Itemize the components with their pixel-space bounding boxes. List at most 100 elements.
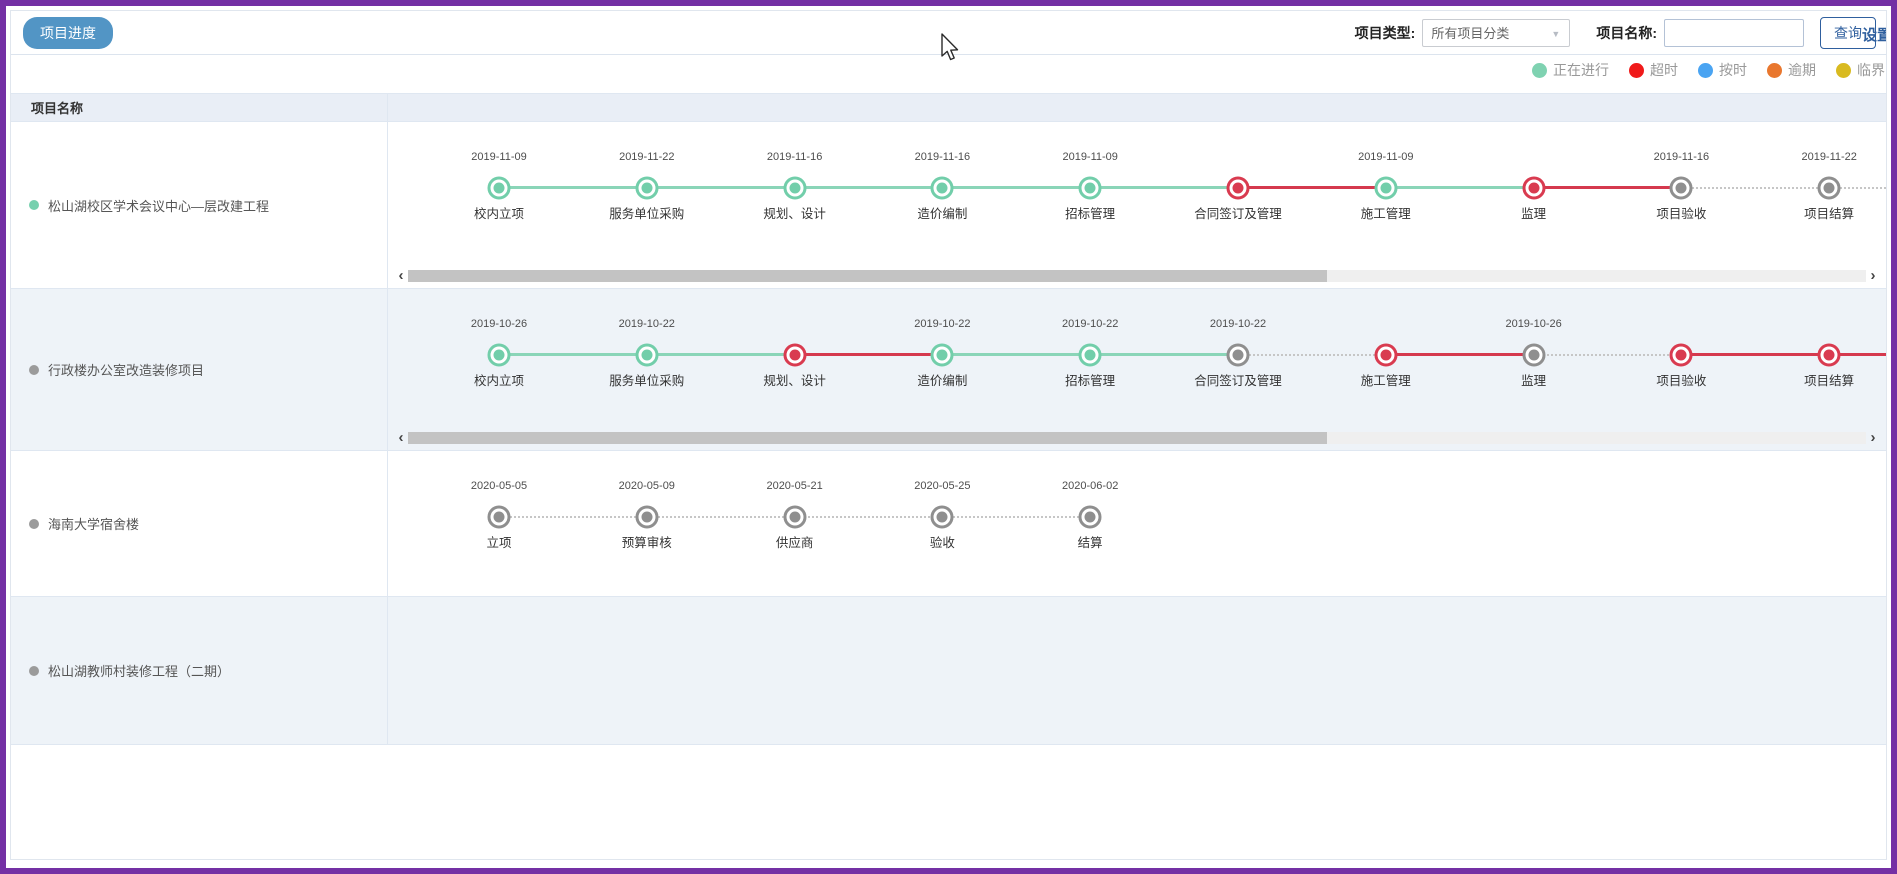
stage-node-pending[interactable] (930, 505, 954, 529)
project-name-input[interactable] (1664, 18, 1804, 47)
stage-node-active[interactable] (783, 176, 807, 200)
stage-node-active[interactable] (930, 176, 954, 200)
timeline-segment (499, 516, 647, 518)
stage-node-core (1232, 182, 1244, 194)
scrollbar-track[interactable] (408, 432, 1866, 444)
stage-date: 2019-10-26 (470, 318, 528, 330)
stage-date: 2019-11-22 (1801, 151, 1857, 163)
stage-node-pending[interactable] (1669, 176, 1693, 200)
timeline-cell: 2019-11-09 校内立项 2019-11-22 服务单位采购 2019-11-16… (388, 122, 1886, 288)
stage-label: 造价编制 (917, 374, 968, 388)
stage-node-overtime[interactable] (1522, 176, 1546, 200)
stage-node-pending[interactable] (1226, 343, 1250, 367)
stage-node-overtime[interactable] (1374, 343, 1398, 367)
stage-node-overtime[interactable] (783, 343, 807, 367)
scroll-left-arrow-icon[interactable]: ‹ (398, 267, 404, 284)
timeline-segment (499, 186, 647, 189)
legend-item-label: 超时 (1650, 62, 1678, 78)
timeline-segment (1681, 187, 1830, 189)
settings-link[interactable]: 设置 (1861, 27, 1886, 44)
app-frame: 项目进度 项目类型: 所有项目分类 ▼ 项目名称: 查询 设置 正在进行 超时 按时… (10, 10, 1887, 860)
search-button[interactable]: 查询 (1820, 16, 1876, 49)
stage-date: 2019-11-22 (619, 151, 675, 163)
timeline-segment (942, 186, 1091, 189)
stage-node-active[interactable] (930, 343, 954, 367)
stage-label: 监理 (1521, 207, 1547, 221)
stage-node-pending[interactable] (1078, 505, 1102, 529)
stage-label: 招标管理 (1065, 207, 1116, 221)
stage-date: 2019-11-09 (1358, 151, 1414, 163)
project-table: 项目名称 松山湖校区学术会议中心—层改建工程 2019-11-09 校内立项 2019… (11, 93, 1886, 745)
stage-node-core (1823, 182, 1835, 194)
stage-node-overtime[interactable] (1817, 343, 1841, 367)
timeline-segment (1090, 353, 1238, 356)
stage-node-pending[interactable] (487, 505, 511, 529)
timeline-segment (794, 353, 943, 356)
project-name-cell: 行政楼办公室改造装修项目 (11, 289, 388, 450)
table-row: 海南大学宿舍楼 2020-05-05 立项 2020-05-09 预算审核 2020-05… (11, 451, 1886, 597)
timeline-segment (1533, 354, 1682, 356)
legend-dot-icon (1532, 62, 1547, 78)
stage-node-core (493, 511, 505, 523)
stage-node-active[interactable] (1374, 176, 1398, 200)
timeline-segment (1238, 186, 1386, 189)
stage-node-active[interactable] (635, 176, 659, 200)
stage-node-core (1823, 349, 1835, 361)
stage-date: 2019-10-22 (618, 318, 675, 330)
scrollbar-thumb[interactable] (408, 270, 1327, 282)
stage-date: 2020-05-25 (914, 480, 971, 492)
stage-node-active[interactable] (487, 176, 511, 200)
stage-node-overtime[interactable] (1669, 343, 1693, 367)
stage-date: 2019-10-26 (1505, 318, 1562, 330)
project-name-cell: 松山湖校区学术会议中心—层改建工程 (11, 122, 388, 288)
stage-node-overtime[interactable] (1226, 176, 1250, 200)
legend-item-0: 正在进行 (1532, 60, 1609, 80)
timeline-segment (1829, 353, 1886, 356)
scrollbar-track[interactable] (408, 270, 1866, 282)
stage-node-core (1528, 182, 1540, 194)
stage-label: 规划、设计 (763, 207, 826, 221)
stage-date: 2020-05-05 (470, 480, 528, 492)
stage-date: 2019-10-22 (1209, 318, 1267, 330)
stage-node-core (936, 511, 948, 523)
stage-node-active[interactable] (487, 343, 511, 367)
timeline-cell: 2019-10-26 校内立项 2019-10-22 服务单位采购 规划、设计 2019-… (388, 289, 1886, 450)
stage-label: 校内立项 (473, 207, 525, 221)
scroll-right-arrow-icon[interactable]: › (1870, 267, 1876, 284)
stage-label: 项目结算 (1804, 374, 1855, 388)
stage-node-pending[interactable] (783, 505, 807, 529)
stage-label: 项目结算 (1804, 207, 1855, 221)
stage-node-core (641, 182, 653, 194)
stage-label: 校内立项 (473, 374, 525, 388)
timeline-segment (499, 353, 647, 356)
stage-label: 造价编制 (917, 207, 968, 221)
timeline-segment (1385, 186, 1534, 189)
project-type-select[interactable]: 所有项目分类 ▼ (1422, 18, 1571, 47)
table-row: 松山湖教师村装修工程（二期） (11, 597, 1886, 745)
chevron-down-icon: ▼ (1551, 28, 1561, 39)
stage-node-core (1380, 349, 1392, 361)
stage-node-core (936, 349, 948, 361)
stage-node-active[interactable] (1078, 176, 1102, 200)
stage-label: 施工管理 (1360, 374, 1411, 388)
scroll-right-arrow-icon[interactable]: › (1870, 429, 1876, 446)
stage-node-active[interactable] (1078, 343, 1102, 367)
scroll-left-arrow-icon[interactable]: ‹ (398, 429, 404, 446)
stage-label: 项目验收 (1656, 207, 1707, 221)
legend-item-3: 逾期 (1767, 60, 1816, 80)
stage-date: 2019-11-16 (766, 151, 823, 163)
project-status-dot-icon (29, 364, 39, 375)
stage-node-pending[interactable] (1817, 176, 1841, 200)
timeline-segment (1829, 187, 1886, 189)
stage-node-core (641, 349, 653, 361)
stage-node-active[interactable] (635, 343, 659, 367)
scrollbar-thumb[interactable] (408, 432, 1327, 444)
stage-node-pending[interactable] (1522, 343, 1546, 367)
legend-item-label: 正在进行 (1553, 62, 1609, 78)
legend-dot-icon (1836, 62, 1851, 78)
stage-node-core (1528, 349, 1540, 361)
legend-item-4: 临界 (1836, 60, 1885, 80)
project-progress-button[interactable]: 项目进度 (23, 16, 113, 49)
project-type-label: 项目类型: (1354, 24, 1416, 41)
stage-node-pending[interactable] (635, 505, 659, 529)
